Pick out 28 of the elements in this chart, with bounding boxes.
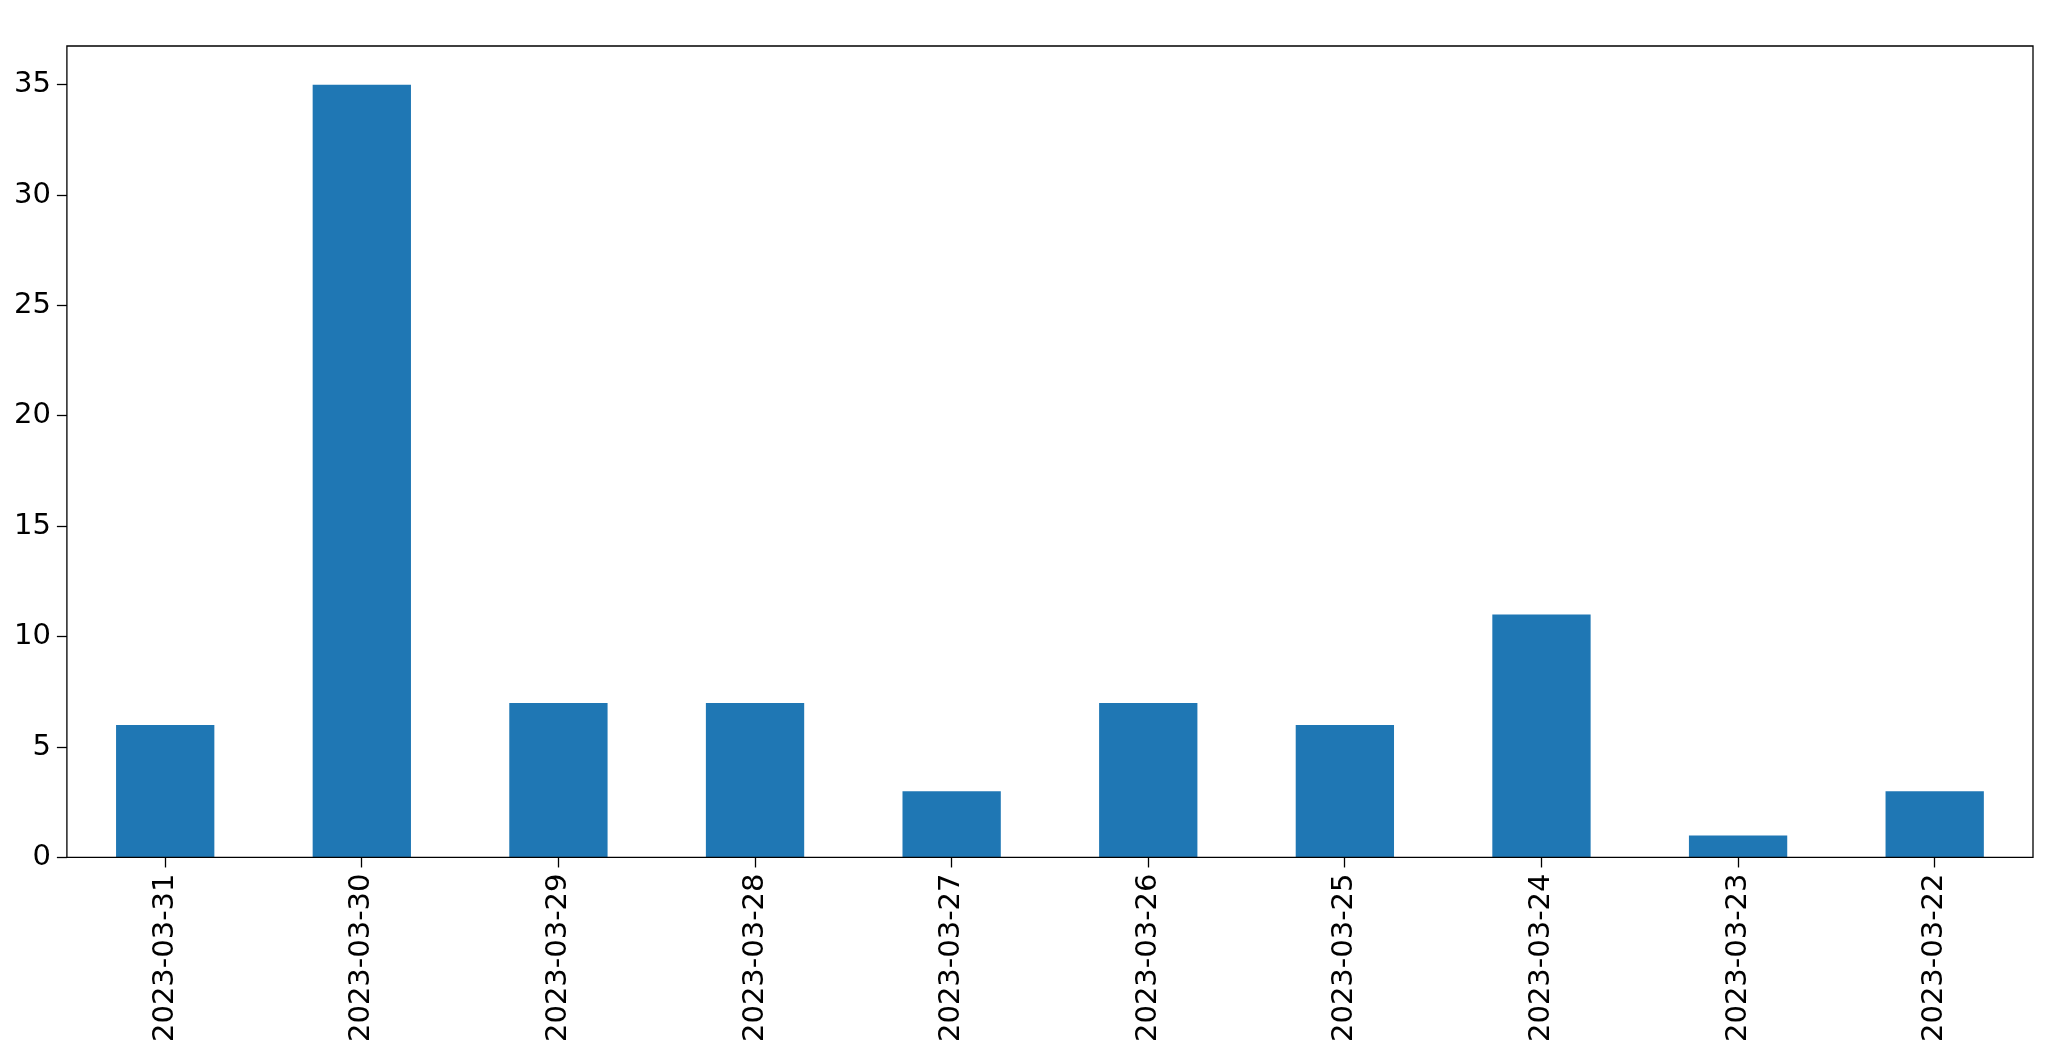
- bar: [902, 791, 1001, 857]
- bar: [1099, 702, 1198, 857]
- x-tick-label: 2023-03-31: [145, 873, 180, 1043]
- y-tick-label: 10: [14, 617, 51, 652]
- bar: [1492, 614, 1591, 857]
- y-tick-label: 30: [14, 175, 51, 210]
- y-tick-label: 15: [14, 506, 51, 541]
- bar: [1295, 724, 1395, 857]
- y-tick-label: 20: [14, 396, 51, 431]
- x-tick-label: 2023-03-30: [342, 873, 377, 1043]
- y-tick-label: 35: [14, 65, 51, 100]
- x-tick-label: 2023-03-29: [538, 873, 573, 1043]
- bar: [705, 702, 805, 857]
- x-tick-label: 2023-03-28: [735, 873, 770, 1043]
- bar: [1688, 835, 1788, 857]
- x-tick-label: 2023-03-23: [1718, 873, 1753, 1043]
- x-tick-label: 2023-03-27: [932, 873, 967, 1043]
- bar: [509, 702, 608, 857]
- bar: [116, 724, 215, 857]
- bar: [312, 84, 411, 857]
- y-tick-label: 25: [14, 285, 51, 320]
- bar: [1885, 791, 1984, 857]
- y-tick-label: 0: [32, 838, 51, 872]
- x-tick-label: 2023-03-26: [1128, 873, 1163, 1043]
- x-tick-label: 2023-03-25: [1325, 873, 1360, 1043]
- x-tick-label: 2023-03-22: [1915, 873, 1950, 1043]
- y-tick-label: 5: [32, 727, 51, 762]
- x-tick-label: 2023-03-24: [1522, 873, 1557, 1043]
